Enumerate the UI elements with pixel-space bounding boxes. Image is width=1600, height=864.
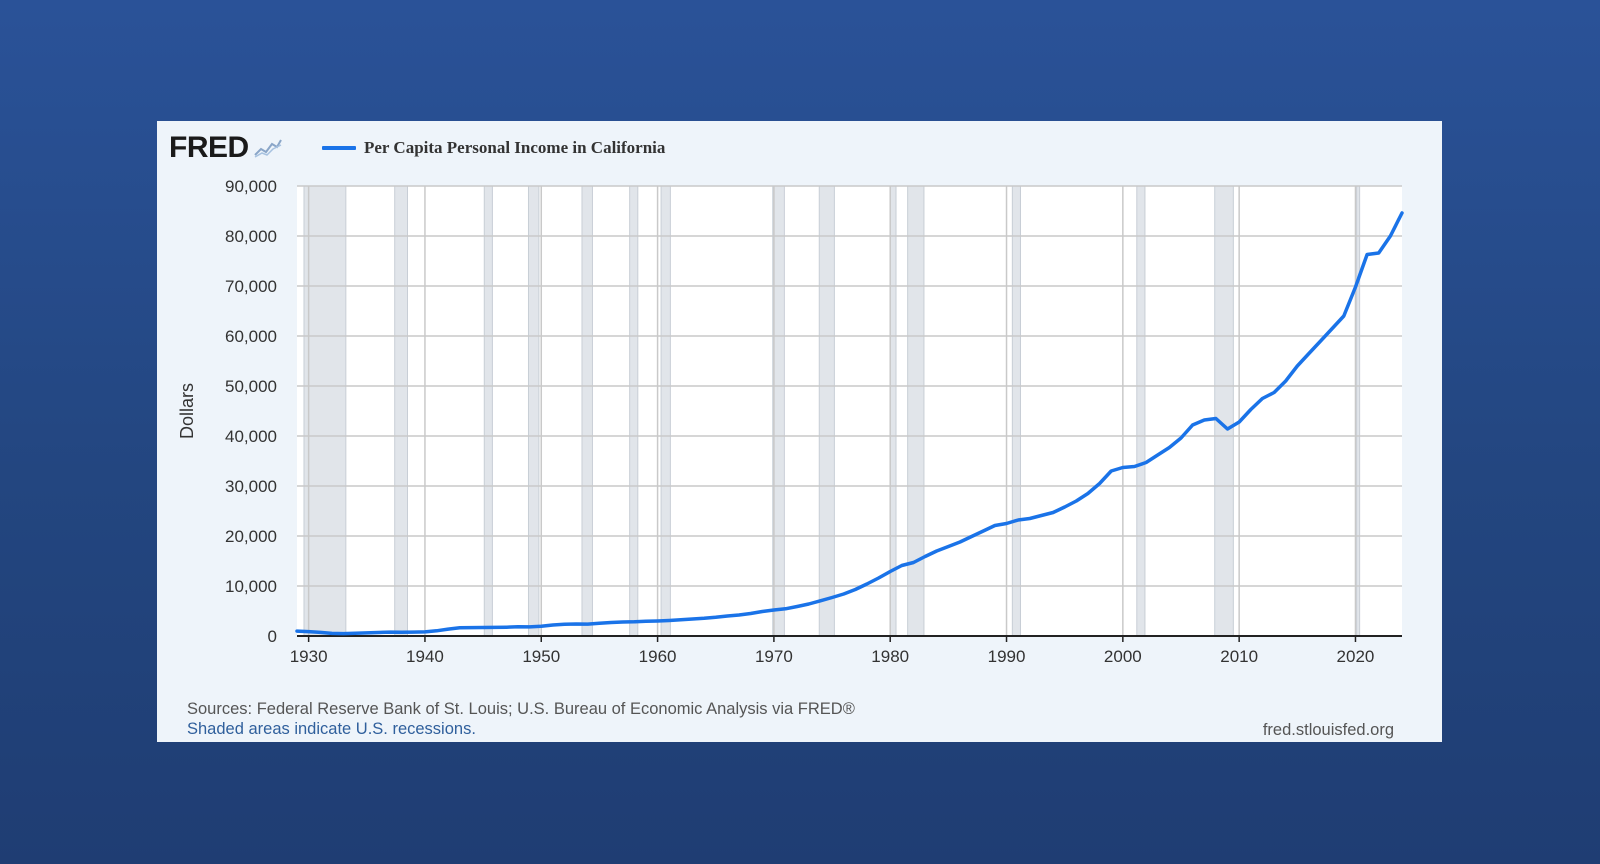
y-tick-label: 70,000 <box>225 277 277 296</box>
x-tick-label: 2000 <box>1104 647 1142 666</box>
recession-band <box>907 186 924 636</box>
recession-band <box>394 186 408 636</box>
x-tick-label: 2020 <box>1337 647 1375 666</box>
y-tick-label: 20,000 <box>225 527 277 546</box>
x-tick-label: 1930 <box>290 647 328 666</box>
x-axis-ticks: 1930 1940 1950 1960 1970 1980 1990 2000 2010 2020 <box>290 636 1375 666</box>
recession-band <box>819 186 835 636</box>
chart-legend: Per Capita Personal Income in California <box>322 138 665 158</box>
recession-band <box>661 186 671 636</box>
series-line <box>295 211 1404 636</box>
recession-band <box>581 186 593 636</box>
fred-site-link[interactable]: fred.stlouisfed.org <box>1262 721 1394 739</box>
series-lines <box>295 211 1404 636</box>
recession-band <box>484 186 493 636</box>
recession-band <box>1136 186 1145 636</box>
recessions-link[interactable]: Shaded areas indicate U.S. recessions. <box>187 720 476 738</box>
y-tick-label: 30,000 <box>225 477 277 496</box>
recession-band <box>1214 186 1234 636</box>
y-tick-label: 40,000 <box>225 427 277 446</box>
recession-band <box>1356 186 1360 636</box>
recession-band <box>303 186 346 636</box>
x-tick-label: 2010 <box>1220 647 1258 666</box>
grid-lines <box>297 185 1402 636</box>
x-tick-label: 1950 <box>522 647 560 666</box>
y-tick-label: 50,000 <box>225 377 277 396</box>
recession-band <box>629 186 638 636</box>
x-tick-label: 1980 <box>871 647 909 666</box>
trend-graph-icon <box>252 137 283 159</box>
chart-card: FRED Per Capita Personal Income in Calif… <box>157 121 1442 742</box>
recession-band <box>528 186 539 636</box>
x-tick-label: 1940 <box>406 647 444 666</box>
recession-band <box>1012 186 1021 636</box>
x-tick-label: 1990 <box>988 647 1026 666</box>
fred-logo[interactable]: FRED <box>169 131 283 165</box>
line-chart: 0 10,000 20,000 30,000 40,000 50,000 60,000 70,… <box>177 177 1404 666</box>
x-tick-label: 1960 <box>639 647 677 666</box>
y-tick-label: 90,000 <box>225 177 277 196</box>
y-tick-label: 0 <box>268 627 277 646</box>
x-tick-label: 1970 <box>755 647 793 666</box>
y-axis-ticks: 0 10,000 20,000 30,000 40,000 50,000 60,000 70,… <box>225 177 277 646</box>
legend-swatch <box>322 146 356 150</box>
recession-band <box>772 186 785 636</box>
y-axis-label: Dollars <box>177 383 197 439</box>
recession-band <box>890 186 897 636</box>
legend-label: Per Capita Personal Income in California <box>364 138 666 157</box>
fred-logo-text: FRED <box>169 131 249 164</box>
plot-background <box>297 186 1402 636</box>
recession-shading <box>303 186 1361 636</box>
y-tick-label: 80,000 <box>225 227 277 246</box>
y-tick-label: 60,000 <box>225 327 277 346</box>
y-tick-label: 10,000 <box>225 577 277 596</box>
sources-note: Sources: Federal Reserve Bank of St. Lou… <box>187 700 855 718</box>
